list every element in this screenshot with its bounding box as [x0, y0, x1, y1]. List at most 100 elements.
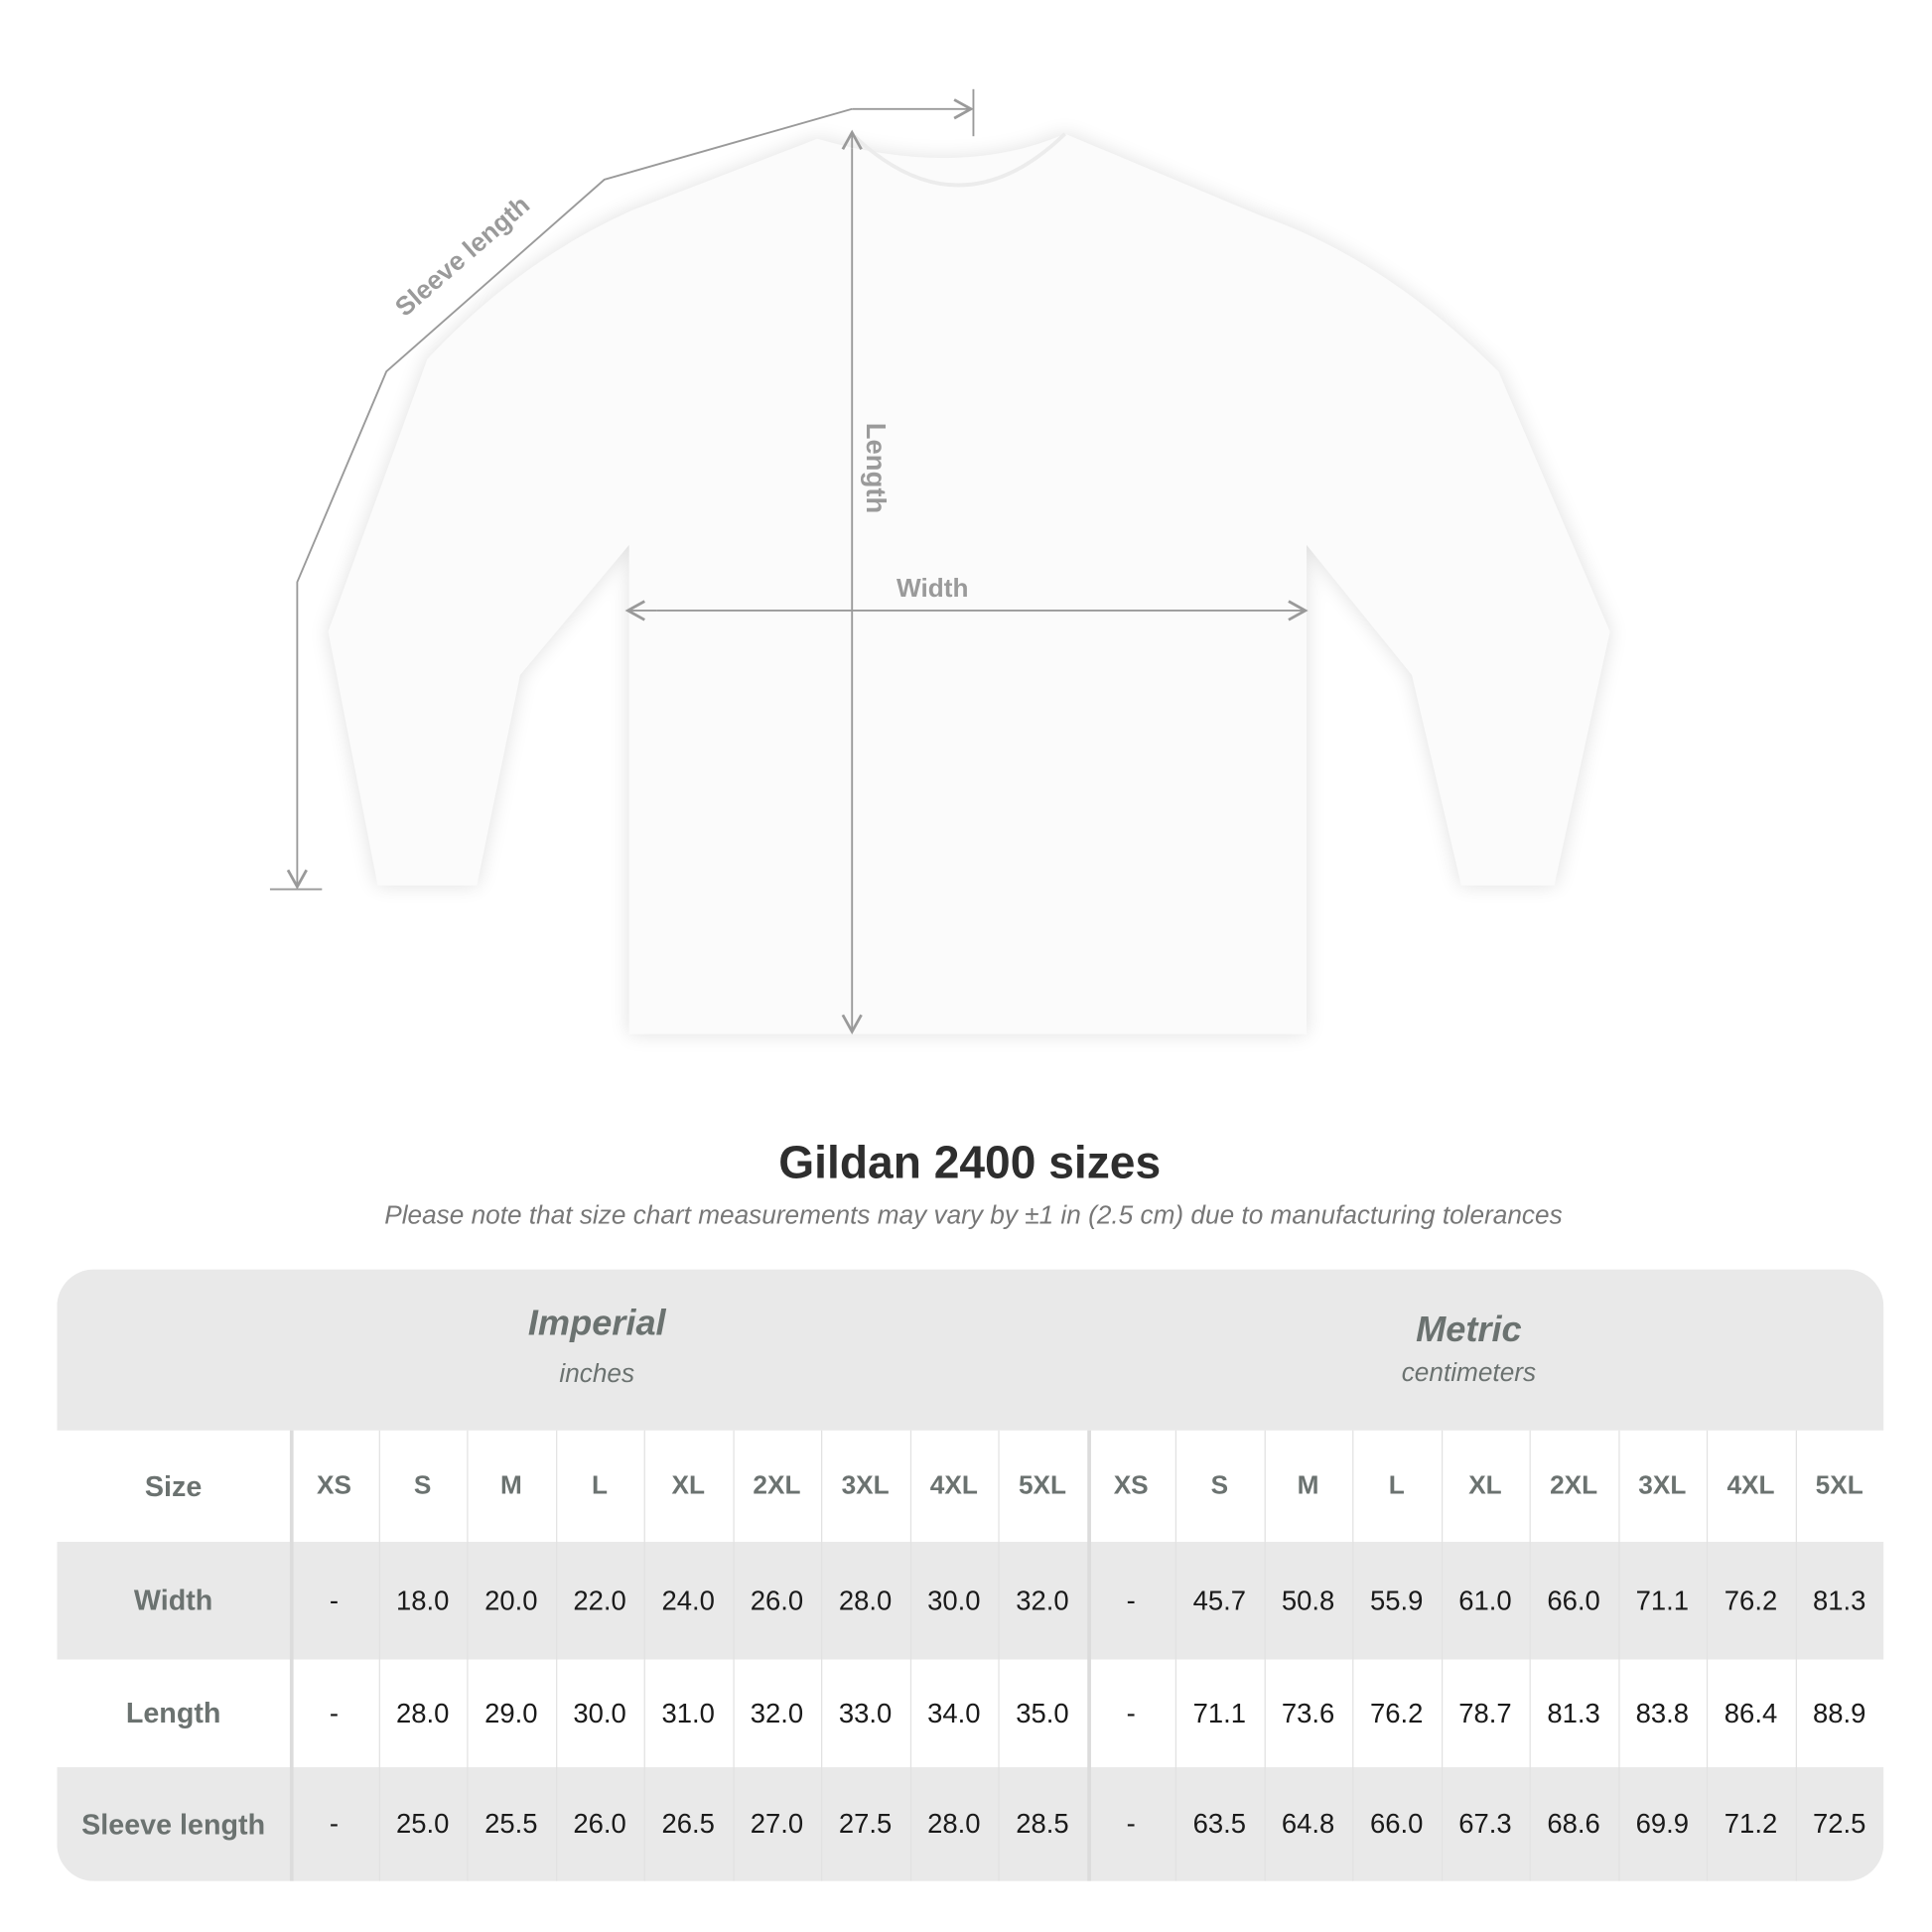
length-imperial-xl: 31.0: [661, 1697, 715, 1728]
size-header-metric-2xl: 2XL: [1550, 1470, 1598, 1500]
row-label-length: Length: [125, 1696, 221, 1729]
column-divider: [1174, 1430, 1177, 1881]
length-metric-5xl: 88.9: [1812, 1697, 1866, 1728]
measure-lines: [269, 88, 1309, 1035]
metric-title: Metric: [1416, 1310, 1522, 1350]
column-divider: [998, 1430, 1000, 1881]
width-imperial-xl: 24.0: [661, 1585, 715, 1616]
width-imperial-s: 18.0: [395, 1585, 450, 1616]
column-divider: [1263, 1430, 1266, 1881]
sleeve-length-metric-m: 64.8: [1281, 1808, 1335, 1840]
length-metric-xs: -: [1126, 1697, 1136, 1728]
column-divider: [1795, 1430, 1797, 1881]
size-header-imperial-l: L: [592, 1470, 609, 1500]
length-imperial-2xl: 32.0: [750, 1697, 804, 1728]
size-table: Imperial inches Metric centimeters Size X…: [57, 1269, 1884, 1881]
size-header-metric-xs: XS: [1113, 1470, 1149, 1500]
width-imperial-5xl: 32.0: [1016, 1585, 1069, 1616]
length-metric-l: 76.2: [1370, 1697, 1424, 1728]
length-imperial-l: 30.0: [573, 1697, 626, 1728]
sleeve-length-metric-5xl: 72.5: [1812, 1808, 1866, 1840]
length-metric-4xl: 86.4: [1724, 1697, 1778, 1728]
size-header-imperial-3xl: 3XL: [841, 1470, 890, 1500]
column-divider: [1617, 1430, 1619, 1881]
size-header-imperial-4xl: 4XL: [929, 1470, 978, 1500]
width-imperial-l: 22.0: [573, 1585, 626, 1616]
width-imperial-xs: -: [329, 1585, 340, 1616]
width-metric-2xl: 66.0: [1547, 1585, 1600, 1616]
column-divider: [378, 1430, 380, 1881]
sleeve-length-imperial-4xl: 28.0: [927, 1808, 981, 1840]
width-imperial-4xl: 30.0: [927, 1585, 981, 1616]
column-divider: [289, 1430, 294, 1881]
size-header-imperial-s: S: [413, 1470, 432, 1500]
sleeve-length-imperial-xs: -: [329, 1808, 340, 1840]
column-divider: [909, 1430, 911, 1881]
width-metric-4xl: 76.2: [1724, 1585, 1778, 1616]
sleeve-length-imperial-3xl: 27.5: [838, 1808, 893, 1840]
length-metric-xl: 78.7: [1458, 1697, 1512, 1728]
sleeve-length-metric-3xl: 69.9: [1635, 1808, 1690, 1840]
header-band: [57, 1269, 1884, 1431]
width-metric-5xl: 81.3: [1812, 1585, 1866, 1616]
width-metric-s: 45.7: [1192, 1585, 1247, 1616]
length-metric-m: 73.6: [1281, 1697, 1335, 1728]
width-metric-xl: 61.0: [1458, 1585, 1512, 1616]
row-band-width: [57, 1542, 1884, 1660]
width-metric-l: 55.9: [1370, 1585, 1424, 1616]
column-divider: [1441, 1430, 1443, 1881]
column-divider: [821, 1430, 823, 1881]
size-header-metric-l: L: [1388, 1470, 1405, 1500]
sleeve-length-metric-s: 63.5: [1192, 1808, 1247, 1840]
metric-group: Metric centimeters: [1345, 1311, 1592, 1389]
imperial-title: Imperial: [527, 1304, 666, 1344]
width-imperial-m: 20.0: [484, 1585, 538, 1616]
width-imperial-3xl: 28.0: [838, 1585, 893, 1616]
size-header-metric-3xl: 3XL: [1638, 1470, 1687, 1500]
length-imperial-xs: -: [329, 1697, 340, 1728]
column-divider: [1086, 1430, 1091, 1881]
imperial-unit: inches: [559, 1359, 635, 1389]
size-header-imperial-xs: XS: [317, 1470, 351, 1500]
column-divider: [1352, 1430, 1354, 1881]
size-header-imperial-xl: XL: [671, 1470, 705, 1500]
tolerance-note: Please note that size chart measurements…: [384, 1200, 1563, 1230]
column-divider: [555, 1430, 557, 1881]
imperial-group: Imperial inches: [474, 1305, 721, 1390]
width-metric-m: 50.8: [1281, 1585, 1335, 1616]
sleeve-length-metric-xs: -: [1126, 1808, 1136, 1840]
shirt-icon: [328, 132, 1610, 1035]
size-header-imperial-5xl: 5XL: [1018, 1470, 1067, 1500]
shirt-diagram: Sleeve length Length Width: [269, 88, 1610, 1035]
row-label-width: Width: [133, 1584, 213, 1616]
length-imperial-m: 29.0: [484, 1697, 538, 1728]
size-header-metric-m: M: [1297, 1470, 1319, 1500]
sleeve-length-metric-l: 66.0: [1370, 1808, 1424, 1840]
sleeve-length-imperial-l: 26.0: [573, 1808, 626, 1840]
width-label: Width: [897, 573, 968, 603]
sleeve-length-imperial-s: 25.0: [395, 1808, 450, 1840]
page-title: Gildan 2400 sizes: [778, 1137, 1162, 1188]
sleeve-length-imperial-5xl: 28.5: [1016, 1808, 1069, 1840]
sleeve-length-metric-xl: 67.3: [1458, 1808, 1512, 1840]
size-header-imperial-m: M: [499, 1470, 522, 1500]
length-imperial-4xl: 34.0: [927, 1697, 981, 1728]
column-divider: [643, 1430, 645, 1881]
sleeve-length-metric-4xl: 71.2: [1724, 1808, 1778, 1840]
length-imperial-s: 28.0: [395, 1697, 450, 1728]
width-metric-xs: -: [1126, 1585, 1136, 1616]
size-header-metric-4xl: 4XL: [1726, 1470, 1775, 1500]
column-divider: [1529, 1430, 1531, 1881]
length-metric-2xl: 81.3: [1547, 1697, 1600, 1728]
size-header-metric-xl: XL: [1468, 1470, 1502, 1500]
column-divider: [467, 1430, 469, 1881]
row-label-sleeve-length: Sleeve length: [81, 1807, 266, 1841]
length-metric-s: 71.1: [1192, 1697, 1247, 1728]
row-band-sleeve: [57, 1767, 1884, 1881]
sleeve-length-metric-2xl: 68.6: [1547, 1808, 1600, 1840]
width-metric-3xl: 71.1: [1635, 1585, 1690, 1616]
length-imperial-5xl: 35.0: [1016, 1697, 1069, 1728]
length-label: Length: [861, 423, 892, 513]
length-metric-3xl: 83.8: [1635, 1697, 1690, 1728]
